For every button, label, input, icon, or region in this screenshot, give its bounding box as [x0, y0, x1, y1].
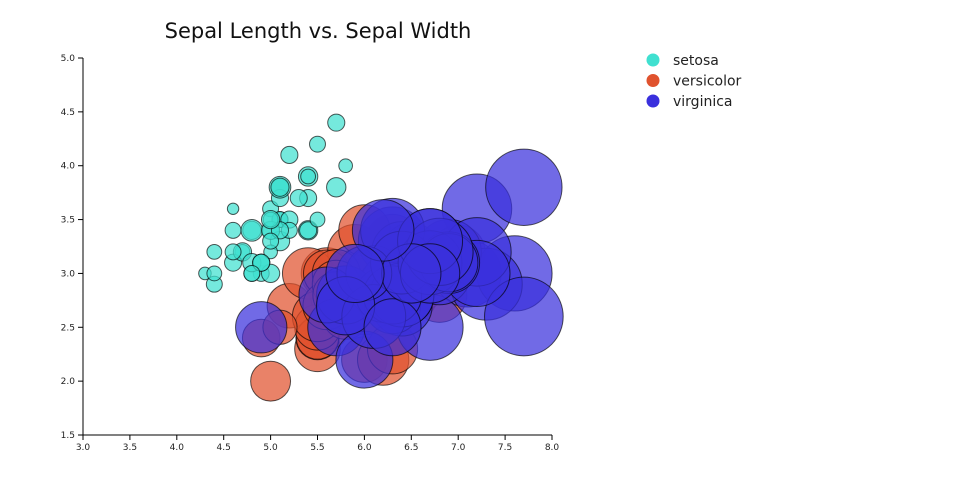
- x-tick: 4.5: [217, 435, 231, 453]
- x-tick: 5.5: [310, 435, 325, 453]
- x-tick-label: 4.0: [170, 443, 185, 453]
- x-tick: 7.0: [451, 435, 466, 453]
- y-tick-label: 2.0: [61, 377, 76, 387]
- x-tick: 8.0: [545, 435, 560, 453]
- y-tick-label: 4.0: [61, 162, 76, 172]
- legend-marker: [646, 74, 660, 87]
- point-setosa-42: [260, 209, 281, 230]
- plot-area: [198, 113, 564, 402]
- legend: setosa versicolor virginica: [646, 53, 742, 110]
- y-tick-label: 3.0: [61, 269, 76, 279]
- point-setosa-47: [289, 188, 308, 208]
- x-tick: 3.0: [76, 435, 91, 453]
- point-setosa-45: [270, 177, 290, 197]
- y-tick-label: 2.5: [61, 323, 75, 333]
- point-virginica-18: [484, 276, 564, 357]
- point-setosa-32: [280, 145, 299, 164]
- y-tick: 4.5: [61, 108, 83, 118]
- legend-marker: [646, 53, 660, 67]
- legend-item-versicolor: versicolor: [646, 74, 742, 90]
- point-setosa-31: [299, 221, 318, 240]
- point-setosa-33: [309, 135, 326, 153]
- x-tick-label: 3.5: [123, 443, 137, 453]
- x-tick-label: 6.5: [404, 443, 418, 453]
- point-setosa-46: [224, 243, 242, 261]
- x-tick-label: 5.0: [263, 443, 278, 453]
- x-tick: 6.5: [404, 435, 418, 453]
- y-tick: 3.5: [61, 216, 83, 226]
- point-setosa-44: [243, 264, 261, 282]
- point-setosa-18: [326, 177, 347, 198]
- y-tick: 2.5: [61, 323, 83, 333]
- y-tick: 5.0: [61, 54, 83, 64]
- x-tick-label: 5.5: [310, 443, 324, 453]
- point-setosa-15: [327, 113, 346, 132]
- point-setosa-6: [224, 221, 242, 239]
- y-tick-label: 4.5: [61, 108, 75, 118]
- point-virginica-42: [363, 298, 422, 357]
- chart-title: Sepal Length vs. Sepal Width: [165, 19, 472, 43]
- x-tick: 7.5: [498, 435, 512, 453]
- point-setosa-22: [226, 202, 240, 216]
- x-tick-label: 7.5: [498, 443, 512, 453]
- legend-label: versicolor: [673, 74, 742, 90]
- y-tick: 4.0: [61, 162, 83, 172]
- y-tick: 3.0: [61, 269, 83, 279]
- point-versicolor-10: [250, 360, 292, 402]
- legend-label: setosa: [673, 53, 719, 69]
- point-setosa-48: [262, 232, 280, 250]
- legend-label: virginica: [673, 94, 733, 110]
- point-virginica-44: [351, 199, 415, 262]
- x-tick-label: 4.5: [217, 443, 231, 453]
- point-setosa-16: [300, 168, 317, 185]
- point-setosa-36: [309, 211, 326, 228]
- x-tick: 5.0: [263, 435, 278, 453]
- point-virginica-6: [235, 301, 288, 354]
- point-virginica-45: [325, 243, 385, 303]
- point-setosa-24: [240, 219, 264, 242]
- legend-item-virginica: virginica: [646, 94, 733, 110]
- x-tick: 4.0: [170, 435, 185, 453]
- x-tick-label: 8.0: [545, 443, 560, 453]
- x-tick-label: 6.0: [357, 443, 372, 453]
- y-tick-label: 5.0: [61, 54, 76, 64]
- point-setosa-14: [338, 158, 353, 174]
- x-tick-label: 7.0: [451, 443, 466, 453]
- x-tick-label: 3.0: [76, 443, 91, 453]
- x-tick: 3.5: [123, 435, 137, 453]
- x-tick: 6.0: [357, 435, 372, 453]
- point-setosa-41: [206, 243, 223, 260]
- y-tick-label: 1.5: [61, 431, 75, 441]
- y-tick-label: 3.5: [61, 216, 75, 226]
- y-tick: 1.5: [61, 431, 83, 441]
- y-tick: 2.0: [61, 377, 83, 387]
- legend-item-setosa: setosa: [646, 53, 719, 69]
- point-setosa-38: [206, 265, 223, 282]
- legend-marker: [646, 94, 660, 108]
- point-virginica-17: [485, 148, 563, 226]
- axes: 3.0 3.5 4.0 4.5 5.0 5.5 6.0 6.5 7.0 7.5 8.0 1.5 2.0 2…: [61, 54, 560, 453]
